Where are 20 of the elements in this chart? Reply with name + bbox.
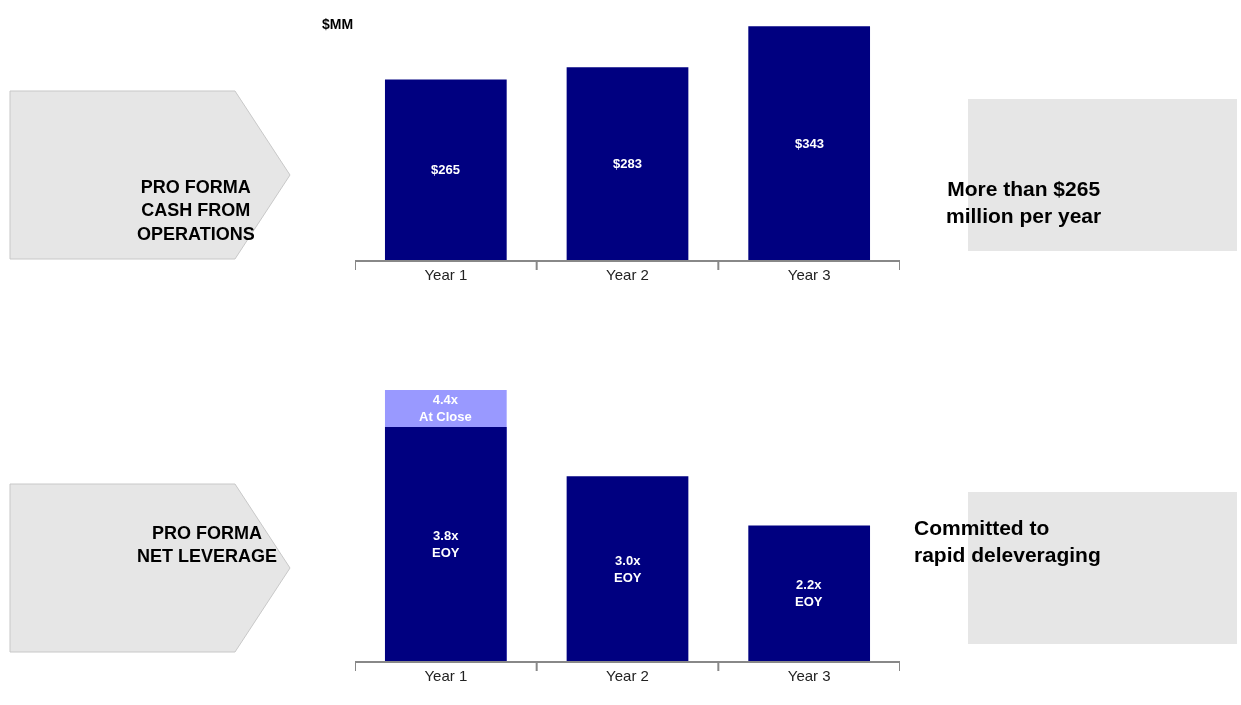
x-tick-label: Year 1 xyxy=(424,266,468,283)
x-tick-label: Year 1 xyxy=(424,667,468,684)
text: PRO FORMA CASH FROM OPERATIONS xyxy=(137,177,255,244)
text: Committed to rapid deleveraging xyxy=(914,516,1101,567)
data-label: 2.2x EOY xyxy=(795,577,823,609)
data-label: 3.0x EOY xyxy=(614,553,642,585)
data-label: $343 xyxy=(795,136,824,151)
text: More than $265 million per year xyxy=(946,177,1102,228)
bar xyxy=(566,476,689,661)
bar xyxy=(748,525,871,661)
x-tick-label: Year 2 xyxy=(606,266,649,283)
data-label: 3.8x EOY xyxy=(432,528,460,560)
y-axis-title: $MM xyxy=(322,16,354,32)
data-label: $265 xyxy=(431,162,460,177)
x-tick-label: Year 3 xyxy=(787,667,831,684)
data-label: $283 xyxy=(613,156,642,171)
x-tick-label: Year 3 xyxy=(787,266,831,283)
text: PRO FORMA NET LEVERAGE xyxy=(137,523,278,567)
x-tick-label: Year 2 xyxy=(606,667,649,684)
data-label: 4.4x At Close xyxy=(419,392,472,424)
